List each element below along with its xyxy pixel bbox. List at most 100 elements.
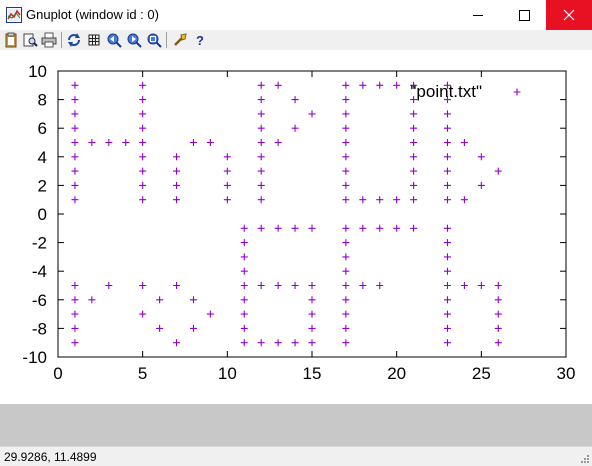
data-point [122, 139, 130, 146]
data-point [240, 239, 248, 247]
data-point [342, 296, 350, 304]
y-tick-label: 10 [28, 62, 47, 81]
toggle-grid-icon[interactable] [86, 32, 102, 48]
copy-clipboard-icon[interactable] [3, 32, 19, 48]
data-point [410, 224, 418, 232]
window-title: Gnuplot (window id : 0) [26, 7, 159, 22]
y-tick-label: -4 [32, 262, 47, 281]
y-tick-label: -2 [32, 234, 47, 253]
data-point [139, 181, 147, 189]
data-point [223, 181, 231, 189]
plot-background-band [0, 404, 592, 446]
data-point [257, 139, 265, 146]
data-point [139, 310, 147, 318]
data-point [443, 296, 451, 304]
data-point [240, 267, 248, 275]
minimize-button[interactable] [455, 0, 501, 30]
data-point [173, 153, 181, 161]
data-point [410, 96, 418, 104]
print-icon[interactable] [41, 32, 57, 48]
data-point [88, 296, 96, 304]
data-point [257, 110, 265, 118]
data-point [71, 96, 79, 104]
data-point [139, 81, 147, 89]
data-point [342, 339, 350, 347]
data-point [308, 296, 316, 304]
data-point [139, 153, 147, 161]
data-point [342, 153, 350, 161]
maximize-icon [519, 10, 530, 21]
data-point [460, 196, 468, 204]
data-point [443, 153, 451, 161]
data-point [342, 267, 350, 275]
data-point [443, 124, 451, 132]
data-point [494, 296, 502, 304]
data-point [342, 110, 350, 118]
replot-icon[interactable] [66, 32, 82, 48]
data-point [376, 196, 384, 204]
data-point [477, 181, 485, 189]
data-point [223, 167, 231, 175]
data-point [376, 282, 384, 289]
data-point [71, 339, 79, 347]
data-point [240, 339, 248, 347]
data-point [105, 139, 113, 146]
data-point [88, 139, 96, 146]
data-point [274, 224, 282, 232]
data-point [105, 282, 113, 289]
data-point [240, 224, 248, 232]
y-tick-label: 8 [38, 91, 47, 110]
toolbar: ? [0, 30, 592, 50]
data-point [477, 282, 485, 289]
print-preview-icon[interactable] [22, 32, 38, 48]
data-point [443, 96, 451, 104]
minimize-icon [473, 15, 483, 16]
data-point [206, 139, 214, 146]
data-point [257, 81, 265, 89]
x-tick-label: 0 [53, 364, 62, 383]
data-point [240, 253, 248, 261]
data-point [274, 81, 282, 89]
data-point [410, 110, 418, 118]
data-point [342, 310, 350, 318]
data-point [342, 139, 350, 146]
data-point [393, 224, 401, 232]
data-point [342, 124, 350, 132]
options-icon[interactable] [172, 32, 188, 48]
data-point [240, 282, 248, 289]
data-point [139, 124, 147, 132]
data-point [173, 339, 181, 347]
data-point [189, 324, 197, 332]
data-point [443, 224, 451, 232]
data-point [359, 81, 367, 89]
data-point [342, 196, 350, 204]
zoom-previous-icon[interactable] [106, 32, 122, 48]
data-point [494, 324, 502, 332]
data-point [71, 81, 79, 89]
data-point [494, 339, 502, 347]
help-icon[interactable]: ? [192, 32, 208, 48]
data-point [71, 282, 79, 289]
data-point [342, 282, 350, 289]
data-point [308, 224, 316, 232]
maximize-button[interactable] [501, 0, 547, 30]
zoom-next-icon[interactable] [126, 32, 142, 48]
close-button[interactable] [546, 0, 592, 30]
y-tick-label: -6 [32, 291, 47, 310]
data-point [410, 139, 418, 146]
data-point [240, 324, 248, 332]
data-point [71, 110, 79, 118]
data-point [189, 296, 197, 304]
resize-grip-icon[interactable] [580, 454, 590, 464]
plot-area[interactable]: 0 5 10 15 20 25 30 10 8 6 4 2 0 -2 -4 -6 -8 -10 "point.txt… [0, 50, 592, 404]
title-bar[interactable]: Gnuplot (window id : 0) [0, 0, 592, 30]
x-tick-label: 25 [472, 364, 491, 383]
data-point [291, 124, 299, 132]
y-tick-label: 4 [38, 148, 47, 167]
data-point [274, 139, 282, 146]
legend-label: "point.txt" [410, 82, 482, 101]
data-point [71, 324, 79, 332]
autoscale-icon[interactable] [146, 32, 162, 48]
data-point [460, 139, 468, 146]
data-point [342, 96, 350, 104]
